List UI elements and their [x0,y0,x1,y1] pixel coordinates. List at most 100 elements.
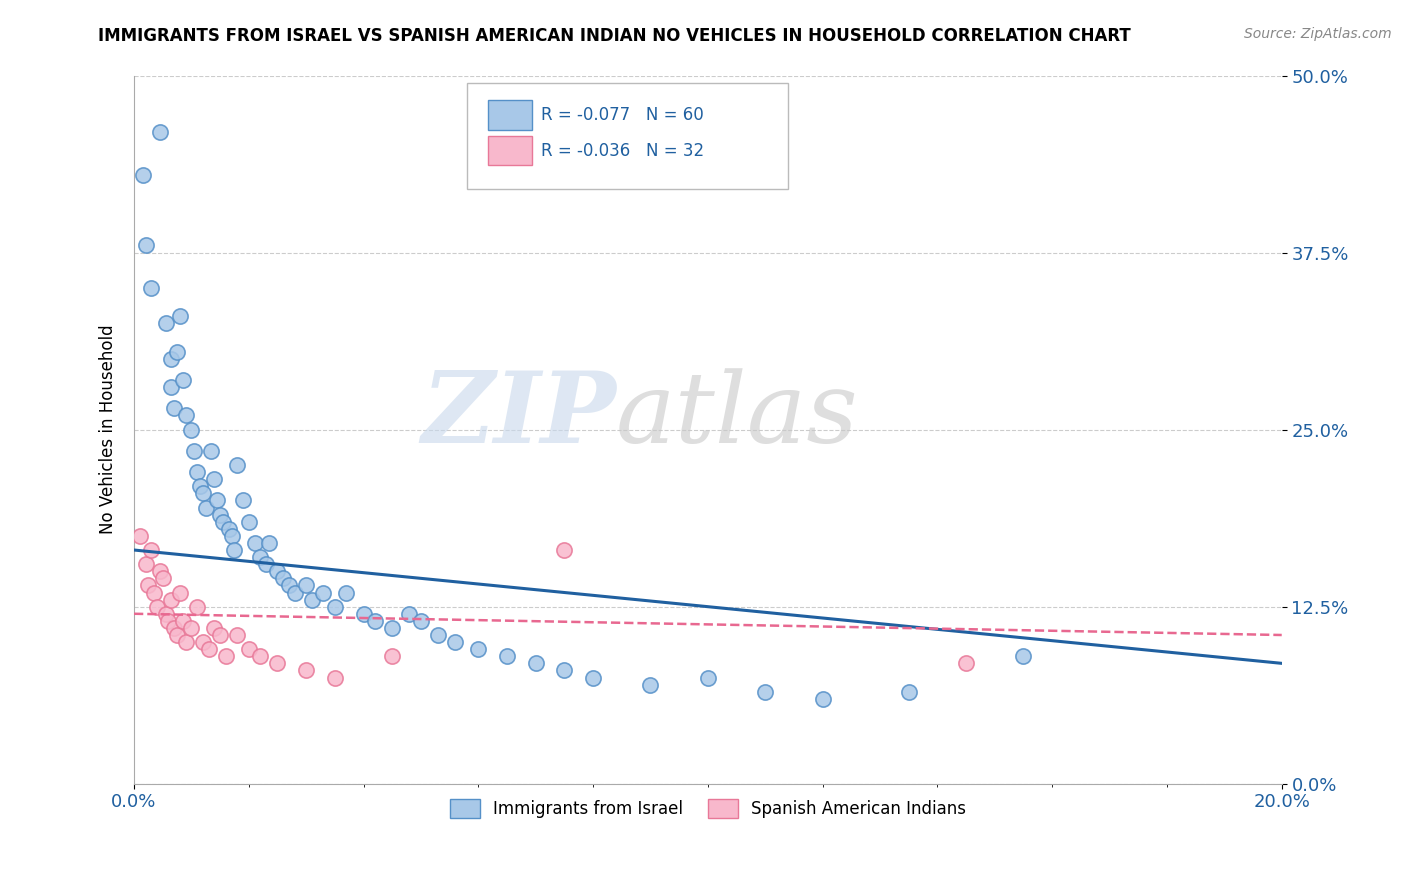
Point [897,684,920,698]
Point [155,317,177,331]
Point [335,585,357,599]
Point [266,657,288,671]
Point [160,380,183,394]
Point [143,585,166,599]
Point [496,649,519,664]
Point [188,479,211,493]
Point [249,550,271,565]
Point [172,614,194,628]
Text: ZIP: ZIP [420,368,616,464]
Point [152,571,174,585]
Point [207,493,229,508]
Point [191,486,214,500]
Point [467,642,489,657]
Y-axis label: No Vehicles in Household: No Vehicles in Household [100,325,117,534]
Point [186,599,208,614]
Point [141,281,163,295]
Point [155,607,177,621]
Text: Source: ZipAtlas.com: Source: ZipAtlas.com [1244,27,1392,41]
Point [202,621,225,635]
Point [226,628,249,642]
Point [180,621,202,635]
Point [215,649,238,664]
FancyBboxPatch shape [467,83,789,189]
Point [249,649,271,664]
FancyBboxPatch shape [488,100,533,130]
Point [221,529,243,543]
Point [212,515,235,529]
Point [232,493,254,508]
Point [295,664,318,678]
Point [157,614,180,628]
Point [149,564,172,578]
Point [200,443,222,458]
Point [427,628,450,642]
Point [238,515,260,529]
Point [160,592,183,607]
Point [160,351,183,366]
Point [224,543,246,558]
Point [353,607,375,621]
Point [323,599,346,614]
Text: IMMIGRANTS FROM ISRAEL VS SPANISH AMERICAN INDIAN NO VEHICLES IN HOUSEHOLD CORRE: IMMIGRANTS FROM ISRAEL VS SPANISH AMERIC… [98,27,1132,45]
Point [146,599,169,614]
Point [312,585,335,599]
Legend: Immigrants from Israel, Spanish American Indians: Immigrants from Israel, Spanish American… [443,792,973,825]
Point [149,125,172,139]
Point [955,657,977,671]
Point [409,614,432,628]
Point [183,443,205,458]
Point [553,543,575,558]
Point [202,472,225,486]
Point [209,508,232,522]
Text: R = -0.036   N = 32: R = -0.036 N = 32 [541,142,704,160]
Point [524,657,547,671]
Point [141,543,163,558]
Point [553,664,575,678]
Text: atlas: atlas [616,368,859,463]
Point [444,635,467,649]
Point [134,557,156,571]
Point [238,642,260,657]
Point [174,635,197,649]
Point [295,578,318,592]
Point [696,671,718,685]
Point [166,344,188,359]
Point [284,585,307,599]
Point [218,522,240,536]
Point [169,585,191,599]
Point [811,691,834,706]
Point [278,578,301,592]
Point [197,642,219,657]
Point [364,614,387,628]
Point [266,564,288,578]
Point [180,423,202,437]
Point [174,409,197,423]
Point [163,621,186,635]
Point [138,578,160,592]
Point [243,536,266,550]
Point [381,649,404,664]
Point [186,465,208,479]
Point [191,635,214,649]
Point [131,168,153,182]
Point [254,557,277,571]
Point [134,238,156,252]
Point [163,401,186,416]
FancyBboxPatch shape [488,136,533,165]
Point [194,500,217,515]
Point [169,310,191,324]
Point [398,607,420,621]
Point [1012,649,1035,664]
Point [209,628,232,642]
Point [323,671,346,685]
Point [128,529,150,543]
Point [582,671,605,685]
Point [640,677,662,691]
Point [381,621,404,635]
Point [172,373,194,387]
Point [271,571,294,585]
Point [257,536,280,550]
Point [226,458,249,472]
Text: R = -0.077   N = 60: R = -0.077 N = 60 [541,106,704,124]
